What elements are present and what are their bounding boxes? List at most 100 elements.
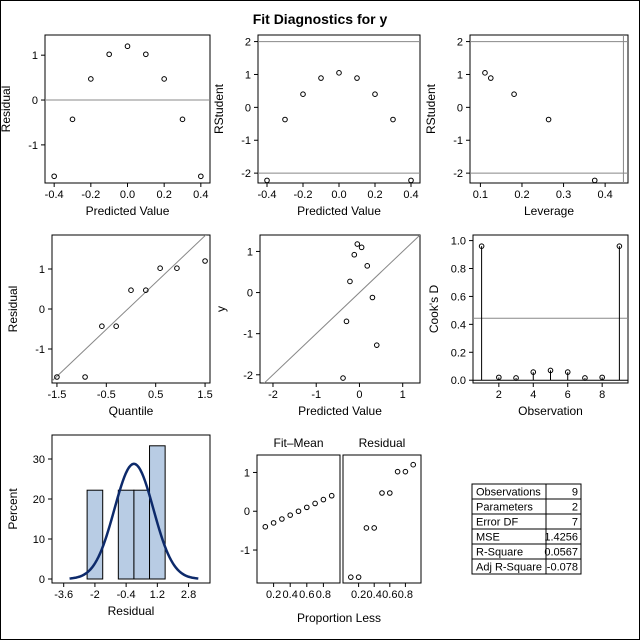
y-axis-label: Residual [0, 86, 13, 133]
x-tick-label: 0.1 [473, 189, 488, 201]
chart-title: Fit Diagnostics for y [253, 11, 388, 27]
data-point [351, 251, 358, 258]
data-point [564, 369, 571, 375]
data-point [262, 523, 269, 530]
x-tick-label: 2 [496, 389, 502, 401]
x-tick-label: -2 [90, 589, 100, 601]
fit-stat-label: Error DF [476, 517, 518, 529]
y-tick-label: 1 [39, 264, 45, 276]
data-point [99, 323, 105, 330]
x-tick-label: 1.2 [150, 589, 165, 601]
data-point [312, 500, 318, 507]
x-tick-label: 0.4 [193, 189, 208, 201]
y-tick-label: 0.2 [451, 347, 466, 359]
x-tick-label: 0.5 [148, 389, 163, 401]
x-tick-label: 0.6 [299, 589, 314, 601]
data-point [591, 177, 598, 184]
y-tick-label: 2 [457, 37, 463, 49]
fit-stat-value: 1.4256 [544, 532, 578, 544]
x-tick-label: -0.2 [81, 189, 100, 201]
x-tick-label: -0.4 [258, 189, 277, 201]
y-tick-label: 0 [244, 506, 250, 518]
fit-stat-value: -0.078 [547, 562, 578, 574]
plot-frame [469, 34, 629, 184]
data-point [487, 75, 494, 81]
data-point [511, 91, 517, 97]
data-point [287, 512, 294, 518]
y-tick-label: 30 [33, 454, 45, 466]
data-point [387, 490, 393, 496]
chart-rstudent-vs-leverage: 0.1 0.2 0.3 0.4 -2 -1 0 1 2 Leverage RStudent [424, 34, 629, 218]
reference-line [52, 235, 207, 382]
y-tick-label: 0 [39, 304, 45, 316]
y-tick-label: 20 [33, 494, 45, 506]
data-point [82, 374, 88, 380]
data-point [348, 574, 354, 580]
x-tick-label: -0.2 [294, 189, 313, 201]
y-tick-label: -2 [241, 168, 251, 180]
fit-stat-value: 9 [572, 487, 578, 499]
y-tick-label: 0 [32, 95, 38, 107]
y-tick-label: 2 [245, 37, 251, 49]
data-point [318, 75, 324, 81]
data-point [547, 367, 554, 374]
plot-frame [256, 454, 341, 584]
y-tick-label: 1 [32, 50, 38, 62]
panel-title-residual: Residual [359, 436, 406, 450]
x-tick-label: 0.0 [331, 189, 346, 201]
y-tick-label: -1 [240, 545, 250, 557]
y-tick-label: 0.8 [451, 264, 466, 276]
x-axis-label: Proportion Less [297, 611, 381, 625]
x-axis-label: Leverage [524, 204, 574, 218]
data-point [143, 51, 149, 58]
x-tick-label: 6 [565, 389, 571, 401]
data-point [106, 51, 112, 58]
y-tick-label: -1 [35, 344, 45, 356]
x-tick-label: 0 [356, 389, 362, 401]
y-tick-label: 10 [33, 534, 45, 546]
x-tick-label: 0.4 [283, 589, 298, 601]
data-point [582, 375, 588, 381]
y-axis-label: Cook's D [427, 285, 441, 334]
chart-resid-vs-pred: -0.4 -0.2 0.0 0.2 0.4 -1 0 1 Predicted Value Resi… [0, 34, 211, 218]
y-axis-label: Residual [6, 286, 20, 333]
data-point [113, 323, 119, 330]
plot-frame [259, 234, 421, 384]
x-tick-label: 0.2 [157, 189, 172, 201]
x-tick-label: 0.0 [120, 189, 135, 201]
data-point [513, 375, 519, 381]
fit-stat-value: 0.0567 [544, 547, 578, 559]
data-point [390, 116, 396, 123]
y-tick-label: 0 [245, 102, 251, 114]
x-tick-label: 2.8 [181, 589, 196, 601]
fit-stat-label: Adj R-Square [476, 562, 542, 574]
y-tick-label: -1 [453, 135, 463, 147]
x-axis-label: Predicted Value [298, 404, 382, 418]
data-point [198, 173, 204, 180]
data-point [336, 70, 342, 76]
y-tick-label: 0 [247, 288, 253, 300]
y-tick-label: 1 [244, 467, 250, 479]
data-point [372, 91, 378, 97]
data-point [340, 375, 346, 381]
x-tick-label: 0.2 [266, 589, 281, 601]
fit-stat-label: MSE [476, 532, 500, 544]
plot-frame [342, 454, 422, 584]
y-tick-label: 1.0 [451, 236, 466, 248]
x-tick-label: 1.5 [197, 389, 212, 401]
data-point [478, 243, 485, 249]
y-tick-label: 1 [457, 69, 463, 81]
x-tick-label: 0.6 [382, 589, 397, 601]
data-point [371, 525, 378, 531]
data-point [157, 265, 163, 272]
y-tick-label: 1 [247, 246, 253, 258]
data-point [51, 173, 57, 180]
x-tick-label: 8 [599, 389, 605, 401]
x-tick-label: 0.2 [514, 189, 529, 201]
chart-cooks-d: 2 4 6 8 0.0 0.2 0.4 0.6 0.8 1.0 Observation Cook's … [427, 234, 629, 418]
x-tick-label: 0.2 [351, 589, 366, 601]
fit-stat-label: R-Square [476, 547, 523, 559]
data-point [54, 374, 60, 380]
data-point [304, 504, 310, 511]
